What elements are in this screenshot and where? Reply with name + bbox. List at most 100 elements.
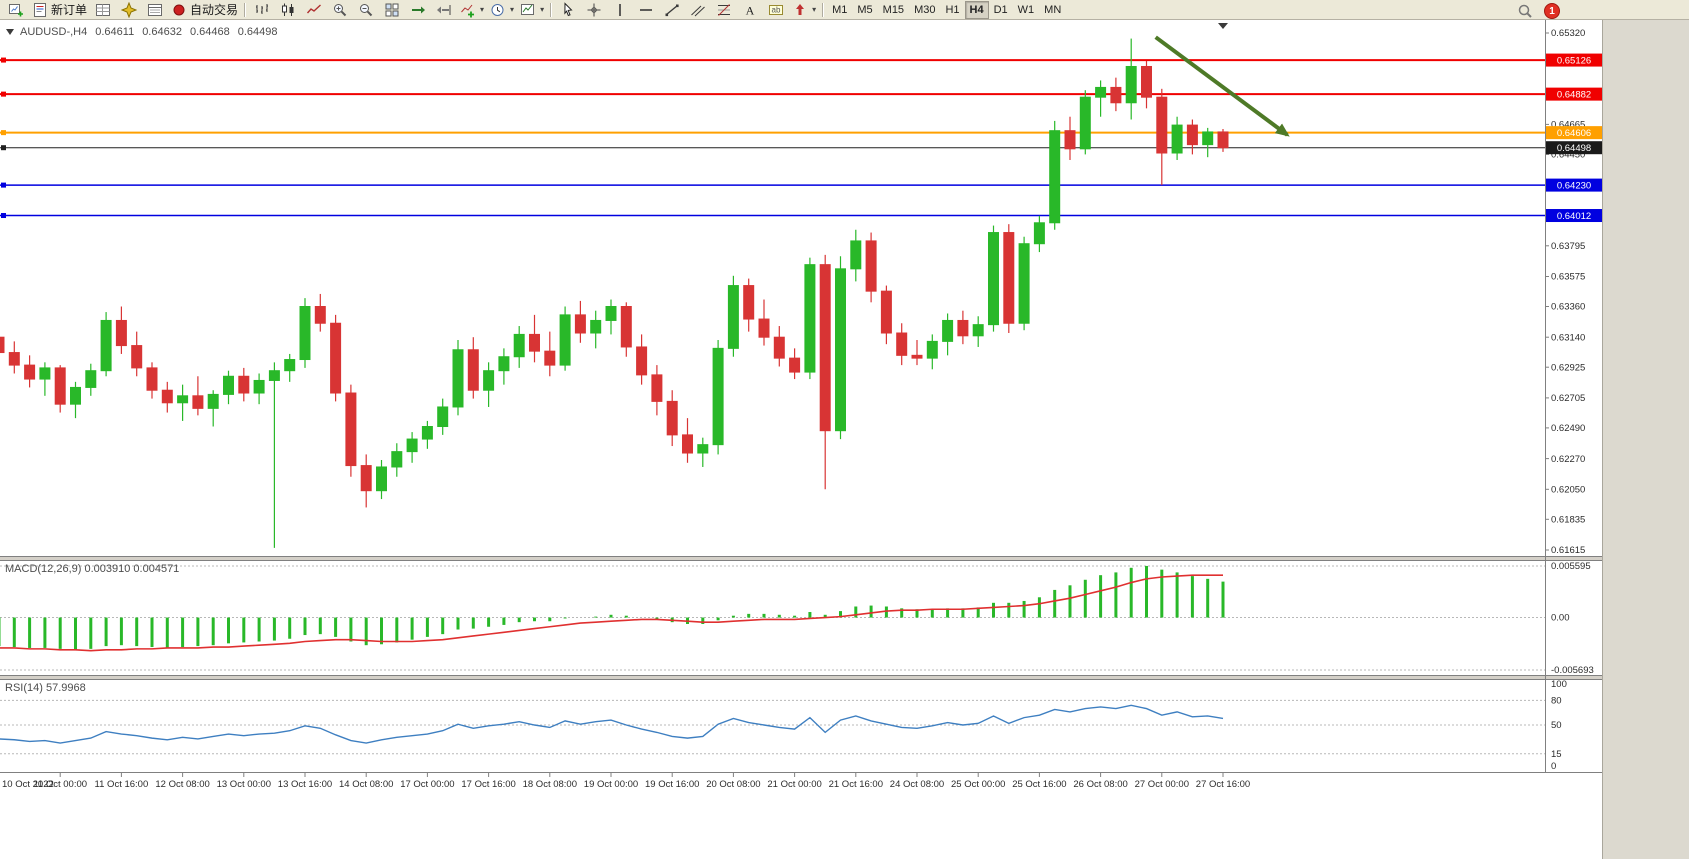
- toolbar-separator: [822, 2, 825, 17]
- svg-text:-0.005693: -0.005693: [1551, 665, 1594, 676]
- tf-mn[interactable]: MN: [1044, 3, 1062, 16]
- navigator-button[interactable]: [116, 0, 142, 20]
- svg-text:12 Oct 08:00: 12 Oct 08:00: [155, 779, 209, 790]
- svg-text:0.65126: 0.65126: [1557, 56, 1591, 67]
- periods-icon: [490, 2, 506, 18]
- chart-symbol-header: AUDUSD-,H4 0.64611 0.64632 0.64468 0.644…: [6, 26, 277, 38]
- zoom-out-icon: [358, 2, 374, 18]
- rsi-value: 57.9968: [45, 682, 86, 694]
- svg-text:0.63795: 0.63795: [1551, 241, 1585, 252]
- svg-text:0.64882: 0.64882: [1557, 90, 1591, 101]
- svg-text:0.65320: 0.65320: [1551, 28, 1585, 39]
- svg-text:0.62925: 0.62925: [1551, 362, 1585, 373]
- market-watch-icon: [95, 2, 111, 18]
- svg-text:21 Oct 00:00: 21 Oct 00:00: [767, 779, 821, 790]
- svg-text:11 Oct 16:00: 11 Oct 16:00: [95, 779, 149, 790]
- templates-button[interactable]: ▾: [517, 0, 547, 20]
- line-chart-button[interactable]: [301, 0, 327, 20]
- svg-text:13 Oct 16:00: 13 Oct 16:00: [278, 779, 332, 790]
- periods-button[interactable]: ▾: [487, 0, 517, 20]
- horizontal-line-button[interactable]: [633, 0, 659, 20]
- svg-text:21 Oct 16:00: 21 Oct 16:00: [829, 779, 883, 790]
- chevron-down-icon: ▾: [480, 5, 485, 14]
- candlestick-chart-button[interactable]: [275, 0, 301, 20]
- macd-indicator-header: MACD(12,26,9) 0.003910 0.004571: [5, 563, 179, 575]
- fibonacci-button[interactable]: [711, 0, 737, 20]
- order-icon: [32, 2, 48, 18]
- cursor-button[interactable]: [555, 0, 581, 20]
- rsi-label: RSI(14): [5, 682, 43, 694]
- svg-text:13 Oct 00:00: 13 Oct 00:00: [217, 779, 271, 790]
- svg-text:0.63140: 0.63140: [1551, 332, 1585, 343]
- svg-text:0.64450: 0.64450: [1551, 150, 1585, 161]
- vline-icon: [612, 2, 628, 18]
- toolbar-separator: [244, 2, 247, 17]
- symbol-label: AUDUSD-,H4: [20, 26, 88, 38]
- arrows-icon: [792, 2, 808, 18]
- tf-m5[interactable]: M5: [857, 3, 873, 16]
- text-button[interactable]: A: [737, 0, 763, 20]
- hline-icon: [638, 2, 654, 18]
- indicators-button[interactable]: ▾: [457, 0, 487, 20]
- chart-canvas[interactable]: 0.653200.651050.648850.646650.644500.642…: [0, 20, 1602, 795]
- svg-text:0.62705: 0.62705: [1551, 393, 1585, 404]
- new-order-button[interactable]: 新订单: [29, 0, 90, 20]
- tf-h1[interactable]: H1: [945, 3, 960, 16]
- chart-shift-button[interactable]: [431, 0, 457, 20]
- zoom-in-icon: [332, 2, 348, 18]
- text-label-button[interactable]: ab: [763, 0, 789, 20]
- tf-h4[interactable]: H4: [964, 0, 989, 19]
- zoom-in-button[interactable]: [327, 0, 353, 20]
- market-watch-button[interactable]: [90, 0, 116, 20]
- svg-text:0.61615: 0.61615: [1551, 545, 1585, 556]
- svg-text:0.63575: 0.63575: [1551, 272, 1585, 283]
- fibo-icon: [716, 2, 732, 18]
- trendline-button[interactable]: [659, 0, 685, 20]
- svg-text:24 Oct 08:00: 24 Oct 08:00: [890, 779, 944, 790]
- notification-badge[interactable]: 1: [1544, 3, 1560, 19]
- window-right-margin: [1602, 20, 1689, 859]
- cursor-icon: [560, 1, 576, 18]
- chevron-down-icon: ▾: [540, 5, 545, 14]
- svg-text:0.005595: 0.005595: [1551, 561, 1591, 572]
- tf-d1[interactable]: D1: [993, 3, 1008, 16]
- tf-w1[interactable]: W1: [1017, 3, 1035, 16]
- autotrade-icon: [171, 2, 187, 18]
- crosshair-icon: [586, 2, 602, 18]
- svg-text:18 Oct 08:00: 18 Oct 08:00: [523, 779, 577, 790]
- svg-text:0.61835: 0.61835: [1551, 515, 1585, 526]
- tf-m1[interactable]: M1: [832, 3, 848, 16]
- toolbar-separator: [550, 2, 553, 17]
- rsi-indicator-header: RSI(14) 57.9968: [5, 682, 86, 694]
- auto-scroll-button[interactable]: [405, 0, 431, 20]
- tf-m30[interactable]: M30: [914, 3, 936, 16]
- svg-text:0: 0: [1551, 761, 1556, 772]
- svg-text:11 Oct 00:00: 11 Oct 00:00: [33, 779, 87, 790]
- svg-text:0.64498: 0.64498: [1557, 143, 1591, 154]
- arrows-button[interactable]: ▾: [789, 0, 819, 20]
- svg-text:0.62490: 0.62490: [1551, 423, 1585, 434]
- close-value: 0.64498: [237, 26, 278, 38]
- crosshair-button[interactable]: [581, 0, 607, 20]
- auto-trading-button[interactable]: 自动交易: [168, 0, 241, 20]
- new-chart-icon: [8, 2, 24, 18]
- candles-icon: [280, 2, 296, 18]
- channel-icon: [690, 2, 706, 18]
- svg-text:0.64665: 0.64665: [1551, 120, 1585, 131]
- price-chart-svg[interactable]: 0.653200.651050.648850.646650.644500.642…: [0, 20, 1602, 795]
- bar-chart-button[interactable]: [249, 0, 275, 20]
- channel-button[interactable]: [685, 0, 711, 20]
- vertical-line-button[interactable]: [607, 0, 633, 20]
- one-click-trading-toggle-icon[interactable]: [6, 29, 14, 35]
- macd-label: MACD(12,26,9): [5, 563, 82, 575]
- svg-text:0.62270: 0.62270: [1551, 454, 1585, 465]
- tf-m15[interactable]: M15: [882, 3, 905, 16]
- new-chart-button[interactable]: [3, 0, 29, 20]
- search-button[interactable]: [1512, 1, 1538, 21]
- terminal-button[interactable]: [142, 0, 168, 20]
- svg-text:100: 100: [1551, 679, 1567, 690]
- tile-windows-button[interactable]: [379, 0, 405, 20]
- text-label-icon: ab: [768, 2, 784, 18]
- zoom-out-button[interactable]: [353, 0, 379, 20]
